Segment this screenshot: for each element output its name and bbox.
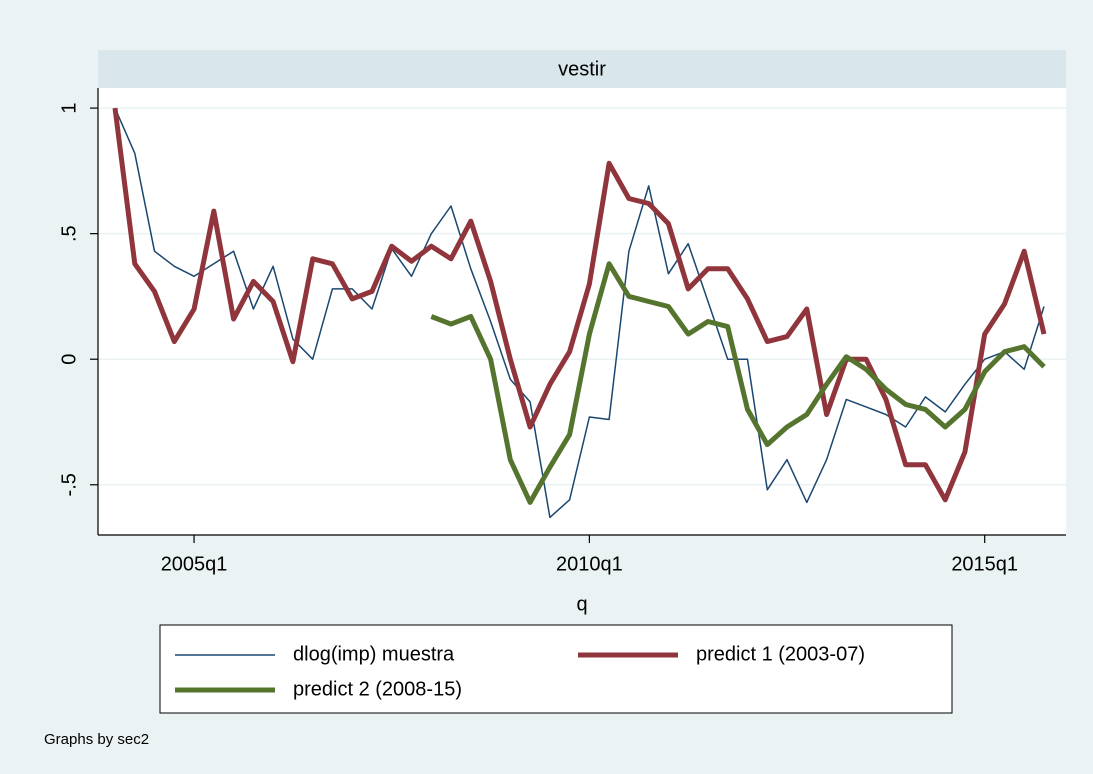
note: Graphs by sec2 [44,731,149,748]
y-tick-label: -.5 [58,473,80,496]
y-tick-label: 0 [58,354,80,365]
series-line [430,261,1046,505]
x-tick-label: 2010q1 [556,553,623,575]
legend-label: predict 1 (2003-07) [696,643,865,665]
legend-label: predict 2 (2008-15) [293,678,462,700]
title-strip [98,50,1066,88]
x-tick-label: 2005q1 [161,553,228,575]
x-axis-label: q [576,593,587,615]
chart-title: vestir [558,58,606,80]
y-tick-label: .5 [58,225,80,242]
legend-label: dlog(imp) muestra [293,643,455,665]
y-tick-label: 1 [58,103,80,114]
legend [159,624,953,714]
series-line [112,107,1047,503]
x-tick-label: 2015q1 [951,553,1018,575]
